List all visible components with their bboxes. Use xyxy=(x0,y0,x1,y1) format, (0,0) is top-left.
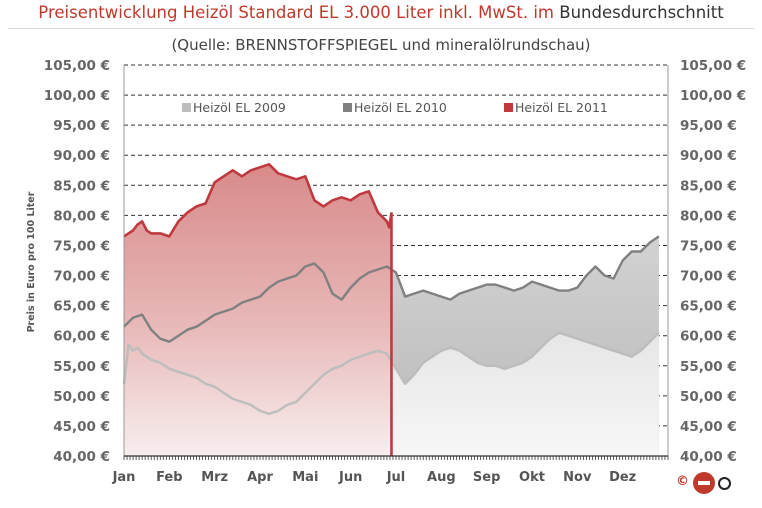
y-tick-label-left: 70,00 € xyxy=(53,269,110,285)
legend-label: Heizöl EL 2011 xyxy=(515,100,608,115)
x-tick-label: Feb xyxy=(156,470,182,485)
axes: 40,00 € 40,00 € 45,00 € 45,00 € 50,00 € 50,00… xyxy=(44,58,746,485)
series-lines xyxy=(122,163,660,456)
y-tick-label-right: 65,00 € xyxy=(680,299,737,315)
legend-swatch xyxy=(343,103,352,112)
y-tick-label-left: 50,00 € xyxy=(53,389,110,405)
y-tick-label-right: 55,00 € xyxy=(680,359,737,375)
y-tick-label-right: 80,00 € xyxy=(680,208,737,224)
copyright-symbol: © xyxy=(676,474,689,489)
legend-swatch xyxy=(182,103,191,112)
chart-title-region: Bundesdurchschnitt xyxy=(559,3,724,22)
logo-disc-icon xyxy=(693,472,715,494)
y-tick-label-left: 95,00 € xyxy=(53,118,110,134)
title-divider xyxy=(8,28,754,29)
y-tick-label-right: 45,00 € xyxy=(680,419,737,435)
y-tick-label-right: 105,00 € xyxy=(680,58,746,74)
legend-swatch xyxy=(504,103,513,112)
legend: Heizöl EL 2009 Heizöl EL 2010 Heizöl EL 20… xyxy=(182,100,608,115)
x-tick-label: Sep xyxy=(473,470,501,485)
x-tick-label: Aug xyxy=(427,470,456,485)
y-tick-label-left: 55,00 € xyxy=(53,359,110,375)
y-tick-label-right: 40,00 € xyxy=(680,449,737,465)
x-tick-label: Dez xyxy=(609,470,636,485)
y-tick-label-right: 75,00 € xyxy=(680,238,737,254)
y-axis-label: Preis in Euro pro 100 Liter xyxy=(26,191,37,332)
chart-title-main: Preisentwicklung Heizöl Standard EL 3.00… xyxy=(38,3,554,22)
chart-title: Preisentwicklung Heizöl Standard EL 3.00… xyxy=(0,3,762,22)
y-tick-label-left: 45,00 € xyxy=(53,419,110,435)
x-tick-label: Jan xyxy=(112,470,136,485)
y-tick-label-right: 95,00 € xyxy=(680,118,737,134)
y-tick-label-left: 40,00 € xyxy=(53,449,110,465)
x-tick-label: Apr xyxy=(247,470,273,485)
y-tick-label-right: 90,00 € xyxy=(680,148,737,164)
legend-label: Heizöl EL 2010 xyxy=(354,100,447,115)
y-tick-label-left: 60,00 € xyxy=(53,329,110,345)
y-tick-label-right: 70,00 € xyxy=(680,269,737,285)
y-tick-label-left: 100,00 € xyxy=(44,88,110,104)
y-tick-label-right: 60,00 € xyxy=(680,329,737,345)
y-tick-label-right: 85,00 € xyxy=(680,178,737,194)
y-tick-label-left: 80,00 € xyxy=(53,208,110,224)
y-tick-label-left: 75,00 € xyxy=(53,238,110,254)
x-tick-label: Nov xyxy=(563,470,592,485)
y-tick-label-left: 85,00 € xyxy=(53,178,110,194)
series-2009-line xyxy=(122,331,660,416)
x-tick-label: Mai xyxy=(292,470,318,485)
y-tick-label-right: 100,00 € xyxy=(680,88,746,104)
x-tick-label: Jun xyxy=(338,470,362,485)
x-tick-label: Jul xyxy=(386,470,406,485)
x-tick-label: Mrz xyxy=(201,470,228,485)
series-2011-line xyxy=(123,163,393,238)
chart-subtitle: (Quelle: BRENNSTOFFSPIEGEL und mineralöl… xyxy=(171,36,591,54)
x-tick-label: Okt xyxy=(519,470,545,485)
y-tick-label-left: 65,00 € xyxy=(53,299,110,315)
legend-label: Heizöl EL 2009 xyxy=(193,100,286,115)
y-tick-label-left: 105,00 € xyxy=(44,58,110,74)
logo-ring-icon xyxy=(718,477,731,490)
y-tick-label-left: 90,00 € xyxy=(53,148,110,164)
series-2011-area xyxy=(124,164,392,457)
publisher-logo: © xyxy=(676,472,738,494)
y-tick-label-right: 50,00 € xyxy=(680,389,737,405)
